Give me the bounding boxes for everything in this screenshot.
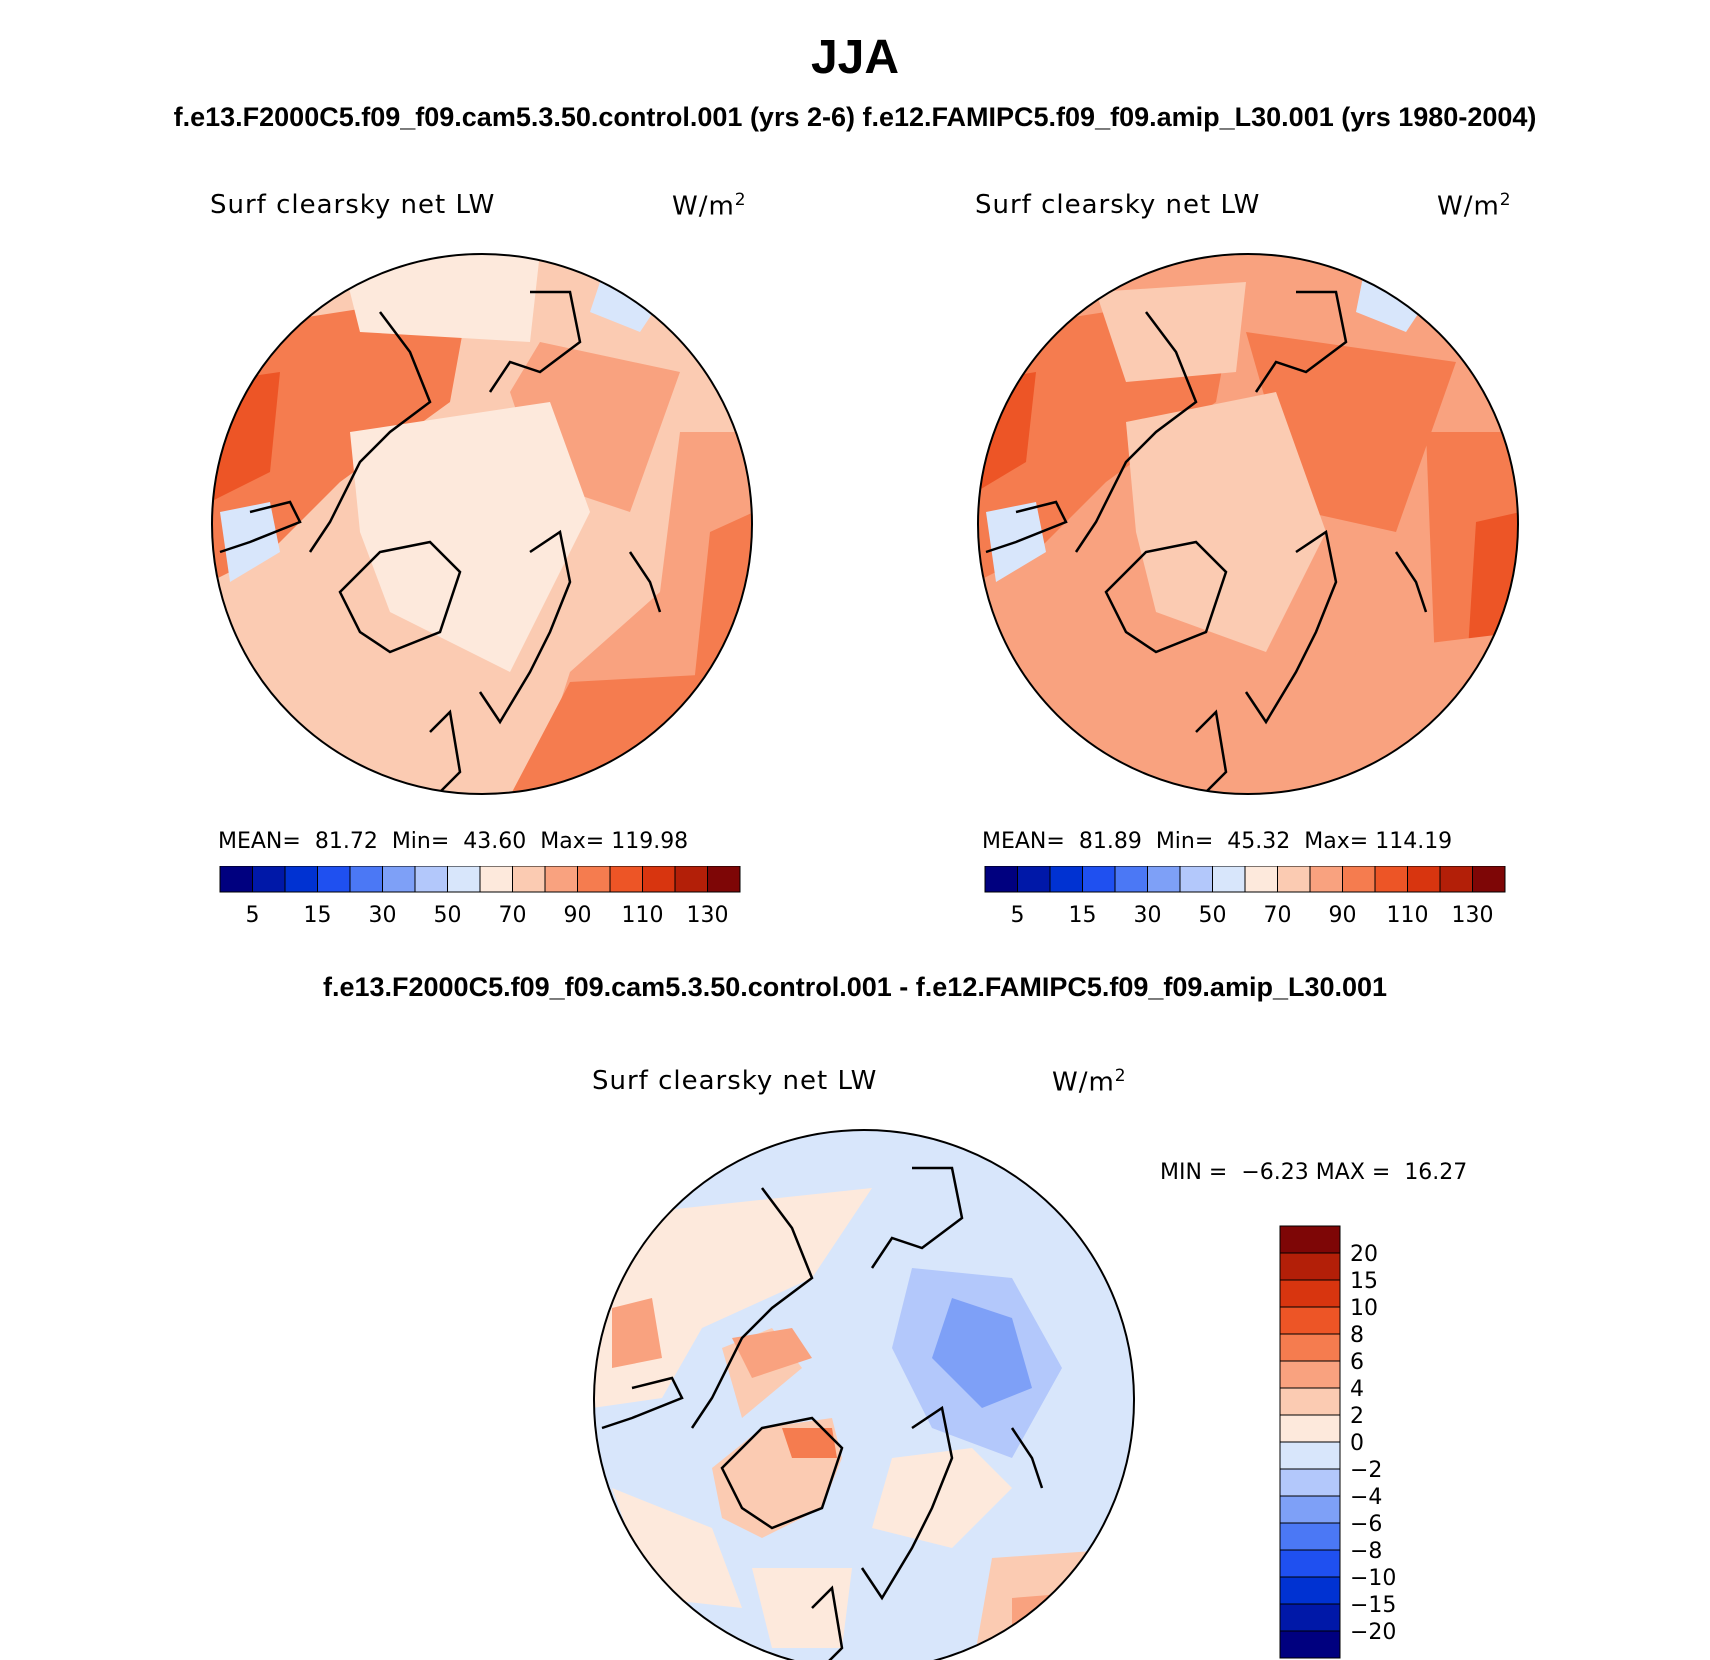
- panel-1-stats: MEAN= 81.72 Min= 43.60 Max= 119.98: [218, 829, 689, 854]
- panel-1-colorbar-tick-label: 70: [499, 903, 527, 928]
- diff-colorbar-tick-label: −2: [1350, 1458, 1382, 1483]
- panel-1-colorbar: 5 15 30 50 70 90 110 130: [219, 866, 741, 928]
- diff-colorbar-swatch: [1279, 1495, 1341, 1524]
- diff-colorbar-tick-label: −6: [1350, 1512, 1382, 1537]
- panel-2-variable-title: Surf clearsky net LW: [975, 190, 1261, 220]
- panel-1-colorbar-swatch: [219, 866, 253, 893]
- panel-2-colorbar-swatch: [1374, 866, 1408, 893]
- diff-colorbar-tick-label: 4: [1350, 1377, 1364, 1402]
- diff-colorbar-swatch: [1279, 1279, 1341, 1308]
- diff-colorbar-swatch: [1279, 1630, 1341, 1659]
- panel-1-colorbar-tick-label: 5: [246, 903, 260, 928]
- panel-1-variable-title: Surf clearsky net LW: [210, 190, 496, 220]
- panel-2-colorbar-swatch: [1439, 866, 1473, 893]
- diff-colorbar-swatch: [1279, 1252, 1341, 1281]
- panel-2-colorbar-tick-label: 90: [1329, 903, 1357, 928]
- panel-2-colorbar-tick-label: 70: [1264, 903, 1292, 928]
- diff-polar-map: [593, 1129, 1135, 1660]
- diff-colorbar-tick-label: 0: [1350, 1431, 1364, 1456]
- panel-1-colorbar-swatch: [317, 866, 351, 893]
- panel-1-colorbar-swatch: [544, 866, 578, 893]
- panel-1-colorbar-swatch: [577, 866, 611, 893]
- diff-colorbar-tick-label: −4: [1350, 1485, 1382, 1510]
- panel-2-colorbar-tick-label: 30: [1134, 903, 1162, 928]
- panel-1-colorbar-swatch: [512, 866, 546, 893]
- figure-season-title: JJA: [810, 31, 900, 84]
- diff-colorbar-swatch: [1279, 1576, 1341, 1605]
- diff-colorbar-tick-label: 6: [1350, 1350, 1364, 1375]
- panel-2-stats: MEAN= 81.89 Min= 45.32 Max= 114.19: [982, 829, 1453, 854]
- diff-colorbar-swatch: [1279, 1387, 1341, 1416]
- panel-1-colorbar-swatch: [479, 866, 513, 893]
- panel-2-colorbar-swatch: [1114, 866, 1148, 893]
- panel-1-colorbar-swatch: [284, 866, 318, 893]
- diff-colorbar-tick-label: 15: [1350, 1269, 1378, 1294]
- panel-2-colorbar-tick-label: 50: [1199, 903, 1227, 928]
- panel-2-colorbar-swatch: [1342, 866, 1376, 893]
- diff-colorbar-swatch: [1279, 1414, 1341, 1443]
- diff-panel-variable-title: Surf clearsky net LW: [592, 1066, 878, 1096]
- panel-2-colorbar-swatch: [984, 866, 1018, 893]
- panel-1-colorbar-tick-label: 110: [622, 903, 664, 928]
- panel-1-colorbar-swatch: [642, 866, 676, 893]
- panel-2-colorbar: 5 15 30 50 70 90 110 130: [984, 866, 1506, 928]
- panel-1-colorbar-swatch: [414, 866, 448, 893]
- diff-colorbar-swatch: [1279, 1549, 1341, 1578]
- panel-2-colorbar-swatch: [1244, 866, 1278, 893]
- panel-1-colorbar-swatch: [349, 866, 383, 893]
- panel-2-colorbar-tick-label: 110: [1387, 903, 1429, 928]
- diff-colorbar-swatch: [1279, 1441, 1341, 1470]
- panel-1-colorbar-swatch: [674, 866, 708, 893]
- figure-cases-subtitle: f.e13.F2000C5.f09_f09.cam5.3.50.control.…: [173, 102, 1537, 132]
- panel-1-colorbar-tick-label: 15: [304, 903, 332, 928]
- panel-2-colorbar-tick-label: 5: [1011, 903, 1025, 928]
- panel-2-colorbar-swatch: [1082, 866, 1116, 893]
- diff-colorbar-tick-label: −8: [1350, 1539, 1382, 1564]
- panel-2-colorbar-swatch: [1407, 866, 1441, 893]
- diff-panel-minmax: MIN = −6.23 MAX = 16.27: [1160, 1160, 1468, 1185]
- panel-1-colorbar-tick-label: 30: [369, 903, 397, 928]
- diff-colorbar-swatch: [1279, 1306, 1341, 1335]
- diff-colorbar-swatch: [1279, 1603, 1341, 1632]
- panel-2-colorbar-swatch: [1277, 866, 1311, 893]
- panel-1-colorbar-tick-label: 130: [687, 903, 729, 928]
- panel-2-colorbar-swatch: [1049, 866, 1083, 893]
- diff-colorbar-tick-label: 10: [1350, 1296, 1378, 1321]
- diff-colorbar-tick-label: −20: [1350, 1620, 1396, 1645]
- diff-colorbar-tick-label: 20: [1350, 1242, 1378, 1267]
- panel-2-colorbar-tick-label: 15: [1069, 903, 1097, 928]
- panel-2-colorbar-swatch: [1017, 866, 1051, 893]
- panel-1-colorbar-tick-label: 50: [434, 903, 462, 928]
- diff-colorbar-swatch: [1279, 1468, 1341, 1497]
- diff-colorbar-swatch: [1279, 1360, 1341, 1389]
- panel-2-colorbar-swatch: [1309, 866, 1343, 893]
- diff-colorbar-tick-label: 8: [1350, 1323, 1364, 1348]
- panel-1-polar-map: [211, 253, 753, 795]
- panel-1-colorbar-tick-label: 90: [564, 903, 592, 928]
- panel-1-units: W/m2: [672, 190, 747, 222]
- panel-1-colorbar-swatch: [382, 866, 416, 893]
- panel-2-polar-map: [977, 253, 1519, 795]
- diff-panel-units: W/m2: [1052, 1066, 1127, 1098]
- panel-2-colorbar-swatch: [1472, 866, 1506, 893]
- diff-colorbar-tick-label: −15: [1350, 1593, 1396, 1618]
- panel-1-colorbar-swatch: [252, 866, 286, 893]
- panel-2-units: W/m2: [1437, 190, 1512, 222]
- panel-2-colorbar-swatch: [1179, 866, 1213, 893]
- diff-colorbar-tick-label: 2: [1350, 1404, 1364, 1429]
- diff-colorbar-tick-label: −10: [1350, 1566, 1396, 1591]
- panel-1-colorbar-swatch: [609, 866, 643, 893]
- panel-2-colorbar-swatch: [1147, 866, 1181, 893]
- panel-1-colorbar-swatch: [447, 866, 481, 893]
- panel-1-colorbar-swatch: [707, 866, 741, 893]
- diff-colorbar-swatch: [1279, 1522, 1341, 1551]
- panel-2-colorbar-tick-label: 130: [1452, 903, 1494, 928]
- panel-2-colorbar-swatch: [1212, 866, 1246, 893]
- difference-title: f.e13.F2000C5.f09_f09.cam5.3.50.control.…: [322, 972, 1388, 1002]
- diff-colorbar-swatch: [1279, 1225, 1341, 1254]
- diff-colorbar-swatch: [1279, 1333, 1341, 1362]
